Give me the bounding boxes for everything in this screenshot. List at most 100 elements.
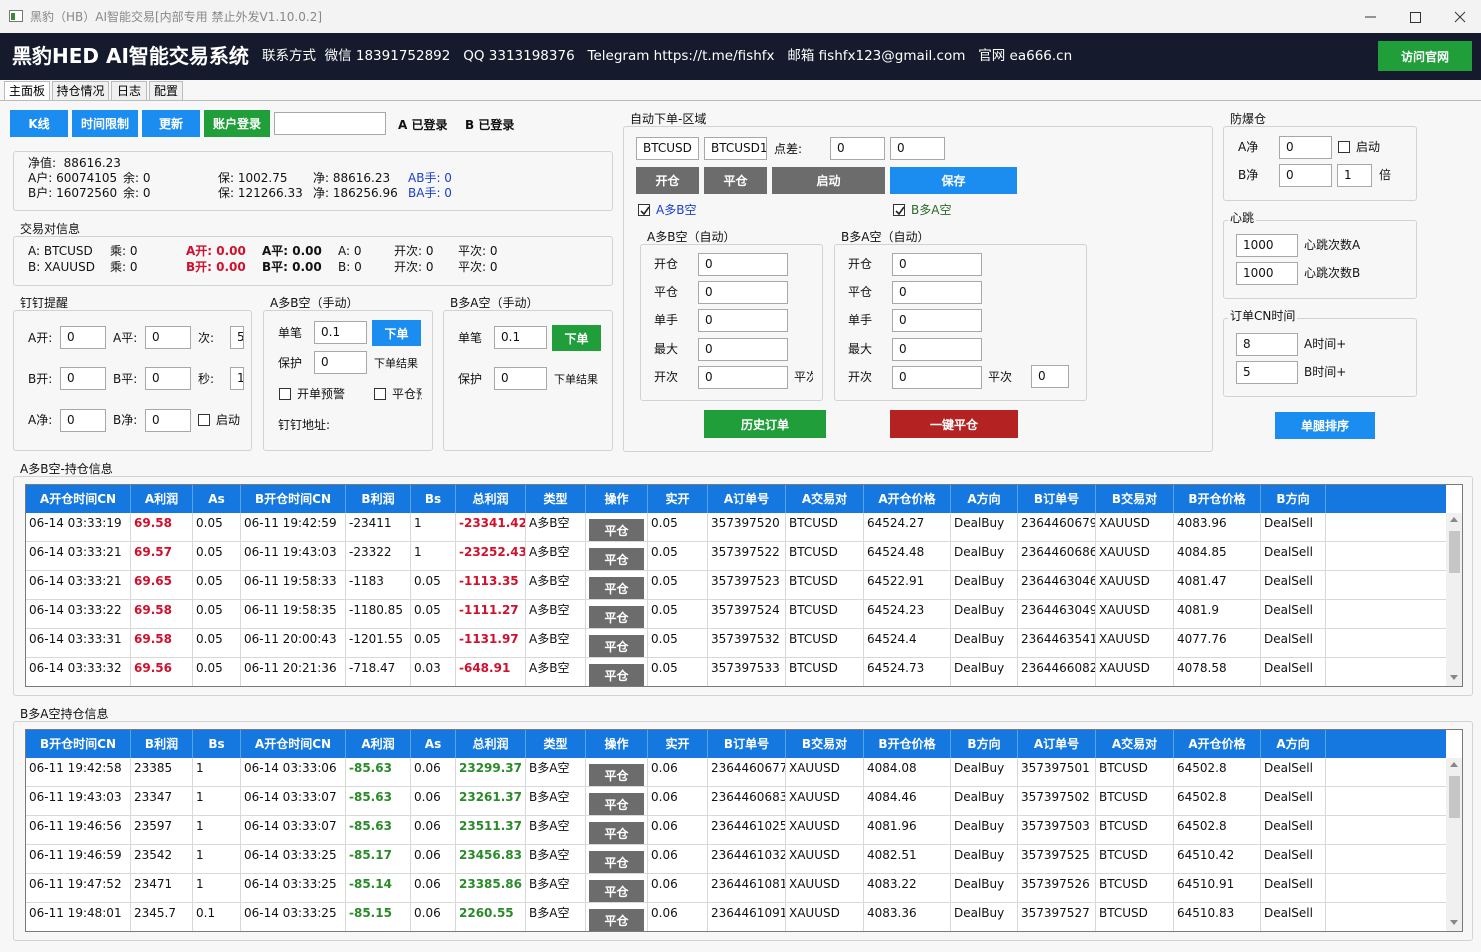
table-cell: 1 <box>196 848 204 862</box>
input-field[interactable]: 0 <box>698 309 788 333</box>
input-field[interactable]: 8 <box>1236 333 1298 356</box>
button[interactable]: 平仓 <box>589 635 644 657</box>
input-field[interactable]: 5 <box>230 326 244 349</box>
button[interactable]: 下单 <box>372 320 421 346</box>
button[interactable]: 平仓 <box>589 664 644 686</box>
table-cell: 4084.08 <box>867 761 917 775</box>
table-cell: 06-11 20:21:36 <box>244 661 337 675</box>
label: A开: <box>28 331 53 345</box>
button[interactable]: 下单 <box>552 325 601 351</box>
button[interactable]: 平仓 <box>589 851 644 873</box>
checkbox[interactable] <box>198 414 210 426</box>
label: 单手 <box>654 313 679 328</box>
input-field[interactable]: BTCUSD <box>636 137 699 160</box>
button[interactable]: 平仓 <box>589 793 644 815</box>
input-field[interactable]: 0 <box>698 253 788 276</box>
input-field[interactable]: 0 <box>145 409 191 432</box>
input-field[interactable]: 0 <box>892 337 982 361</box>
label: 余: 0 <box>123 186 151 200</box>
table-cell: 0.05 <box>196 603 223 617</box>
input-field[interactable]: 1 <box>230 367 244 390</box>
header-cell: A方向 <box>1261 730 1326 758</box>
button[interactable]: 平仓 <box>589 764 644 786</box>
input-field[interactable]: 0 <box>1031 365 1069 388</box>
button[interactable]: K线 <box>10 110 68 137</box>
table-cell: DealBuy <box>954 848 1005 862</box>
checkbox[interactable] <box>1338 141 1350 153</box>
input-field[interactable]: 0.1 <box>314 321 367 344</box>
button[interactable]: 单腿排序 <box>1275 412 1375 439</box>
input-field[interactable]: 1 <box>1337 164 1372 187</box>
button[interactable]: 平仓 <box>589 548 644 570</box>
table-cell: 0.06 <box>414 848 441 862</box>
input-field[interactable]: 0 <box>890 137 945 160</box>
col-line <box>410 758 411 787</box>
input-field[interactable]: 1000 <box>1236 262 1298 285</box>
input-field[interactable]: 0 <box>60 409 106 432</box>
button[interactable]: 平仓 <box>704 167 767 194</box>
col-line <box>863 658 864 686</box>
checkbox[interactable] <box>374 388 386 400</box>
input-field[interactable] <box>274 112 386 135</box>
input-field[interactable]: 0 <box>60 367 106 390</box>
button[interactable]: 平仓 <box>589 909 644 931</box>
col-line <box>707 787 708 816</box>
button[interactable]: 平仓 <box>589 519 644 541</box>
input-field[interactable]: 5 <box>1236 361 1298 384</box>
input-field[interactable]: 0 <box>314 351 367 374</box>
tab[interactable]: 主面板 <box>4 81 50 100</box>
input-field[interactable]: 0 <box>698 365 788 389</box>
button[interactable]: 平仓 <box>589 822 644 844</box>
scroll-up <box>1450 517 1458 522</box>
scrollbar[interactable] <box>1446 758 1462 931</box>
button[interactable]: 开仓 <box>636 167 699 194</box>
button[interactable]: 平仓 <box>589 606 644 628</box>
col-line <box>240 874 241 903</box>
button[interactable]: 平仓 <box>589 880 644 902</box>
checkbox[interactable] <box>638 204 650 216</box>
button[interactable]: 一键平仓 <box>890 410 1018 438</box>
input-field[interactable]: 0 <box>494 367 547 390</box>
input-field[interactable]: 0 <box>1279 136 1332 159</box>
input-field[interactable]: 0 <box>892 309 982 333</box>
tab[interactable]: 日志 <box>111 81 147 100</box>
button[interactable]: 保存 <box>890 167 1017 194</box>
checkbox[interactable] <box>893 204 905 216</box>
table-cell: 64502.8 <box>1177 761 1227 775</box>
input-field[interactable]: 0 <box>830 137 885 160</box>
input-field[interactable]: 0 <box>698 281 788 305</box>
tab[interactable]: 配置 <box>149 81 183 100</box>
input-field[interactable]: 0 <box>698 337 788 361</box>
col-line <box>130 542 131 571</box>
input-field[interactable]: 0 <box>892 253 982 276</box>
button[interactable]: 时间限制 <box>72 110 138 137</box>
button[interactable]: 历史订单 <box>704 410 826 438</box>
scrollbar[interactable] <box>1446 513 1462 686</box>
input-field[interactable]: 0 <box>892 365 982 389</box>
button[interactable]: 访问官网 <box>1378 41 1472 71</box>
table-cell: 23456.83 <box>459 848 523 862</box>
button[interactable]: 启动 <box>772 167 885 194</box>
input-field[interactable]: 0 <box>145 367 191 390</box>
button[interactable]: 更新 <box>142 110 200 137</box>
table-cell: 357397532 <box>711 632 780 646</box>
input-field[interactable]: 0 <box>60 326 106 349</box>
table-cell: 23542 <box>134 848 173 862</box>
header-cell: B交易对 <box>1096 485 1174 513</box>
tab[interactable]: 持仓情况 <box>52 81 109 100</box>
input-field[interactable]: BTCUSD1 <box>704 137 767 160</box>
table-cell: 0.06 <box>651 790 678 804</box>
button[interactable]: 平仓 <box>589 577 644 599</box>
input-field[interactable]: 0 <box>145 326 191 349</box>
checkbox[interactable] <box>279 388 291 400</box>
input-field[interactable]: 0.1 <box>494 326 547 349</box>
input-field[interactable]: 0 <box>1279 164 1332 187</box>
input-field[interactable]: 0 <box>892 281 982 305</box>
col-line <box>785 787 786 816</box>
window-controls[interactable] <box>1360 8 1475 26</box>
col-line <box>707 571 708 600</box>
table-cell: 0.05 <box>651 516 678 530</box>
button[interactable]: 账户登录 <box>204 110 270 137</box>
input-field[interactable]: 1000 <box>1236 234 1298 257</box>
col-line <box>240 571 241 600</box>
